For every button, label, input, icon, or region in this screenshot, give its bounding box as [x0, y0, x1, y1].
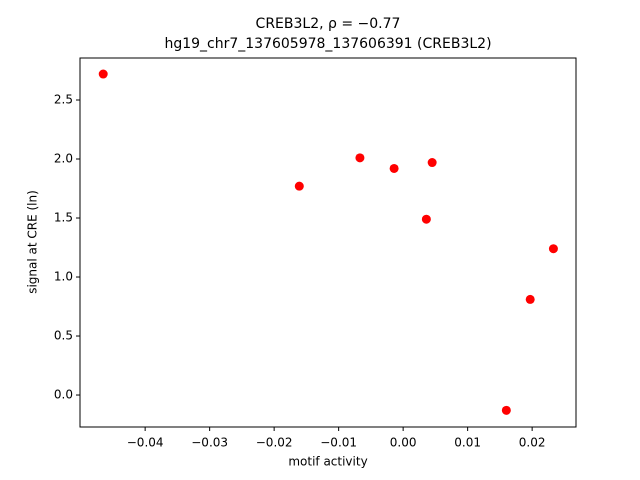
- chart-title: CREB3L2, ρ = −0.77: [256, 16, 401, 32]
- chart-subtitle: hg19_chr7_137605978_137606391 (CREB3L2): [164, 36, 491, 52]
- point: [501, 405, 511, 415]
- point: [98, 69, 108, 79]
- y-tick-label: 0.5: [54, 329, 73, 343]
- point: [355, 153, 365, 163]
- x-tick-label: 0.01: [454, 436, 481, 450]
- y-tick-label: 2.5: [54, 93, 73, 107]
- x-tick-label: −0.01: [320, 436, 357, 450]
- x-tick-label: 0.02: [519, 436, 546, 450]
- y-axis-label: signal at CRE (ln): [26, 190, 40, 294]
- y-tick-label: 1.0: [54, 270, 73, 284]
- point: [525, 294, 535, 304]
- y-tick-label: 1.5: [54, 211, 73, 225]
- point: [389, 163, 399, 173]
- x-tick-label: −0.02: [256, 436, 293, 450]
- point: [427, 158, 437, 168]
- x-tick-label: 0.00: [390, 436, 417, 450]
- y-tick-label: 0.0: [54, 388, 73, 402]
- point: [421, 214, 431, 224]
- point: [548, 244, 558, 254]
- plot-frame: [79, 57, 577, 428]
- point: [294, 181, 304, 191]
- x-tick-label: −0.04: [127, 436, 164, 450]
- x-tick-label: −0.03: [191, 436, 228, 450]
- x-axis-label: motif activity: [288, 455, 367, 469]
- y-tick-label: 2.0: [54, 152, 73, 166]
